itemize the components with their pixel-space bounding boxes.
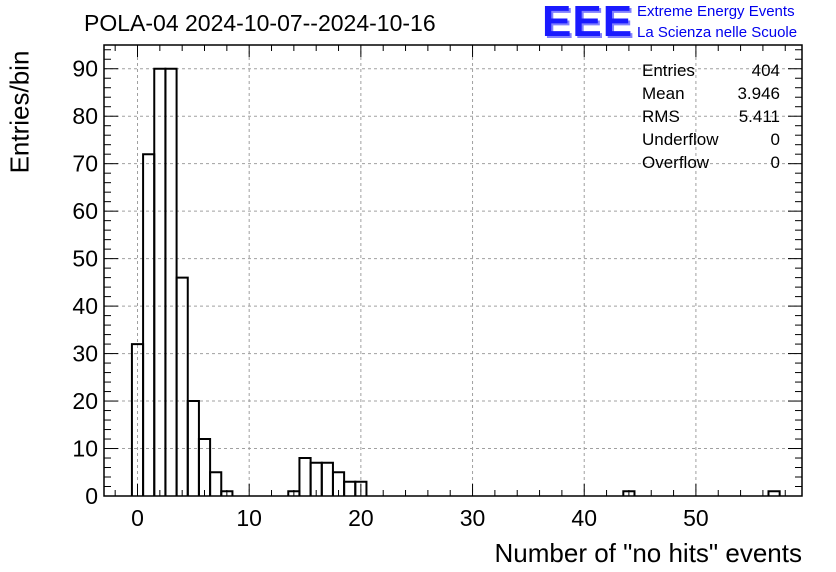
plot-frame — [103, 44, 803, 497]
stat-row-rms: RMS 5.411 — [642, 105, 780, 128]
x-tick-label: 10 — [236, 505, 262, 531]
stat-value: 0 — [770, 130, 780, 149]
y-tick-label: 20 — [72, 388, 98, 414]
x-tick-label: 40 — [571, 505, 597, 531]
histogram-bar — [767, 490, 781, 496]
stat-row-underflow: Underflow 0 — [642, 128, 780, 151]
histogram-bar — [153, 67, 167, 496]
logo-text-line2: La Scienza nelle Scuole — [637, 24, 798, 41]
y-tick-label: 10 — [72, 436, 98, 462]
histogram-bar — [298, 457, 312, 496]
stat-label: Entries — [642, 61, 695, 80]
stat-label: RMS — [642, 107, 680, 126]
stat-label: Underflow — [642, 130, 719, 149]
tick-labels: 0 10 20 30 40 50 0 10 20 30 40 50 60 70 80 90 — [72, 56, 708, 531]
logo-text-line1: Extreme Energy Events — [637, 3, 795, 20]
stat-value: 404 — [751, 61, 780, 80]
x-axis-label: Number of "no hits" events — [494, 538, 803, 568]
y-tick-label: 80 — [72, 103, 98, 129]
histogram-bar — [175, 276, 189, 496]
stat-label: Mean — [642, 84, 685, 103]
stat-value: 0 — [770, 153, 780, 172]
histogram-bar — [320, 461, 334, 496]
y-tick-label: 90 — [72, 56, 98, 82]
y-tick-label: 30 — [72, 341, 98, 367]
histogram-bar — [343, 480, 357, 496]
histogram-bar — [197, 438, 212, 496]
y-tick-label: 40 — [72, 293, 98, 319]
chart-title: POLA-04 2024-10-07--2024-10-16 — [84, 10, 436, 36]
stat-row-mean: Mean 3.946 — [642, 82, 780, 105]
y-tick-label: 50 — [72, 246, 98, 272]
x-tick-label: 50 — [683, 505, 709, 531]
x-tick-label: 20 — [348, 505, 374, 531]
y-tick-label: 0 — [85, 483, 98, 509]
stat-value: 5.411 — [738, 107, 780, 126]
y-tick-label: 60 — [72, 198, 98, 224]
histogram-bars — [130, 67, 781, 496]
stats-box: Entries 404 Mean 3.946 RMS 5.411 Underfl… — [642, 59, 780, 174]
y-axis-label: Entries/bin — [4, 50, 35, 174]
x-tick-label: 0 — [131, 505, 144, 531]
histogram-bar — [142, 153, 156, 496]
histogram-bar — [209, 471, 223, 496]
histogram-bar — [164, 67, 178, 496]
grid-lines — [104, 45, 802, 496]
y-tick-label: 70 — [72, 151, 98, 177]
stat-label: Overflow — [642, 153, 710, 172]
stat-value: 3.946 — [737, 84, 780, 103]
x-tick-label: 30 — [460, 505, 486, 531]
axis-ticks — [104, 45, 802, 497]
stat-row-overflow: Overflow 0 — [642, 151, 780, 174]
eee-logo-mark: EEE — [542, 0, 634, 46]
histogram-bar — [354, 480, 368, 496]
stat-row-entries: Entries 404 — [642, 59, 780, 82]
